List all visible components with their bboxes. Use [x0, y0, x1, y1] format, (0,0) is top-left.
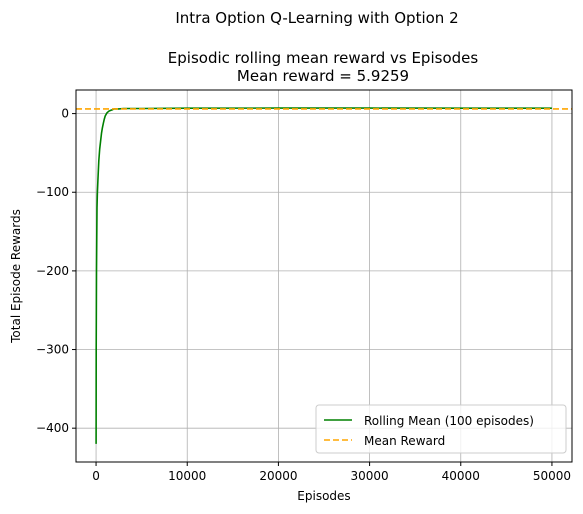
y-axis: −400 −300 −200 −100 0 — [36, 107, 76, 435]
x-tick-label: 50000 — [533, 469, 571, 483]
y-tick-label: −100 — [36, 185, 69, 199]
x-tick-label: 0 — [92, 469, 100, 483]
legend: Rolling Mean (100 episodes) Mean Reward — [315, 404, 567, 454]
x-tick-label: 20000 — [259, 469, 297, 483]
y-axis-label: Total Episode Rewards — [9, 209, 23, 344]
x-tick-label: 30000 — [350, 469, 388, 483]
series-line-rolling-mean — [95, 107, 552, 444]
y-tick-label: 0 — [61, 107, 69, 121]
grid — [76, 90, 572, 462]
x-tick-label: 10000 — [168, 469, 206, 483]
chart-subtitle: Mean reward = 5.9259 — [237, 67, 409, 85]
x-axis-label: Episodes — [297, 489, 350, 503]
axes-frame — [75, 89, 573, 463]
y-tick-label: −200 — [36, 264, 69, 278]
x-axis: 0 10000 20000 30000 40000 50000 — [92, 462, 571, 483]
y-tick-label: −400 — [36, 421, 69, 435]
legend-label-mean-reward: Mean Reward — [364, 434, 445, 448]
legend-box — [315, 404, 567, 454]
y-tick-label: −300 — [36, 343, 69, 357]
chart-suptitle: Intra Option Q-Learning with Option 2 — [175, 9, 458, 27]
x-tick-label: 40000 — [442, 469, 480, 483]
plot-area — [76, 107, 572, 444]
chart-title: Episodic rolling mean reward vs Episodes — [168, 49, 479, 67]
legend-label-rolling-mean: Rolling Mean (100 episodes) — [364, 414, 534, 428]
